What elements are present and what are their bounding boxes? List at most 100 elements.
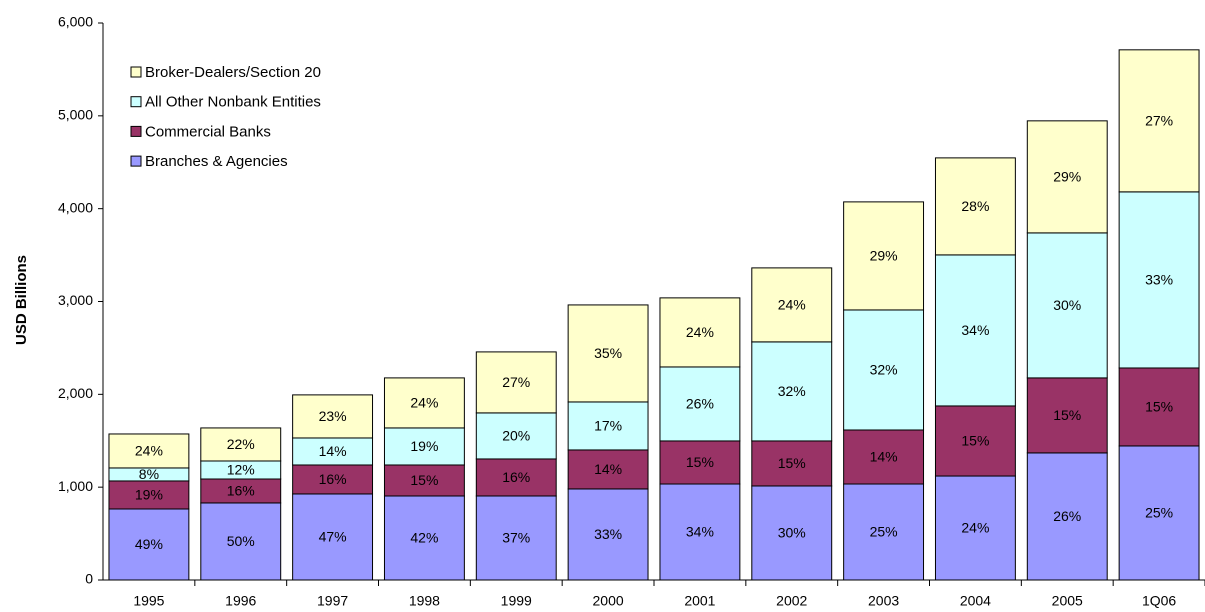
bar-segment <box>292 464 374 495</box>
bar-segment <box>383 495 465 581</box>
bar-segment <box>383 427 465 466</box>
share-label: 16% <box>319 471 347 487</box>
share-label: 16% <box>502 469 530 485</box>
share-label: 15% <box>961 433 989 449</box>
share-label: 19% <box>135 487 163 503</box>
share-label: 49% <box>135 536 163 552</box>
share-label: 25% <box>870 524 898 540</box>
x-tick-label: 2000 <box>593 593 624 609</box>
share-label: 30% <box>1053 297 1081 313</box>
legend-label: All Other Nonbank Entities <box>145 94 321 111</box>
bar-segment <box>475 495 557 581</box>
share-label: 34% <box>961 322 989 338</box>
bar-segment <box>843 309 925 431</box>
bar-segment <box>1026 452 1108 581</box>
bar-segment <box>659 297 741 368</box>
share-label: 14% <box>870 449 898 465</box>
share-label: 29% <box>870 248 898 264</box>
bar-segment <box>475 458 557 497</box>
bar-segment <box>751 267 833 343</box>
bar-segment <box>108 480 190 510</box>
bar-segment <box>108 433 190 469</box>
legend-swatch <box>130 96 142 108</box>
share-label: 14% <box>594 461 622 477</box>
x-tick-label: 2002 <box>776 593 807 609</box>
share-label: 8% <box>139 466 159 482</box>
legend-swatch <box>130 66 142 78</box>
share-label: 27% <box>502 374 530 390</box>
legend-label: Commercial Banks <box>145 123 271 140</box>
bar-segment <box>843 483 925 581</box>
bar-segment <box>475 412 557 460</box>
bar-segment <box>1118 49 1200 193</box>
bar-segment <box>751 341 833 442</box>
share-label: 50% <box>227 533 255 549</box>
bar-segment <box>934 157 1016 256</box>
share-label: 37% <box>502 530 530 546</box>
bar-segment <box>200 502 282 581</box>
y-axis-title: USD Billions <box>13 255 30 345</box>
bar-segment <box>934 405 1016 477</box>
share-label: 26% <box>686 396 714 412</box>
legend-swatch <box>130 155 142 167</box>
share-label: 19% <box>410 438 438 454</box>
share-label: 47% <box>319 529 347 545</box>
bar-segment <box>567 488 649 581</box>
bar-segment <box>1026 377 1108 454</box>
x-tick-label: 2005 <box>1052 593 1083 609</box>
legend-label: Branches & Agencies <box>145 153 288 170</box>
x-tick-label: 1Q06 <box>1142 593 1176 609</box>
bar-segment <box>292 394 374 439</box>
bar-segment <box>843 201 925 311</box>
share-label: 35% <box>594 345 622 361</box>
bar-segment <box>659 483 741 581</box>
bar-segment <box>475 351 557 414</box>
bar-segment <box>567 401 649 451</box>
share-label: 17% <box>594 418 622 434</box>
share-label: 15% <box>410 472 438 488</box>
bar-segment <box>1118 367 1200 447</box>
bar-segment <box>934 475 1016 581</box>
share-label: 24% <box>686 324 714 340</box>
share-label: 28% <box>961 198 989 214</box>
share-label: 33% <box>594 526 622 542</box>
x-tick-label: 1998 <box>409 593 440 609</box>
bar-segment <box>751 440 833 487</box>
bar-segment <box>659 366 741 442</box>
share-label: 24% <box>961 520 989 536</box>
legend-label: Broker-Dealers/Section 20 <box>145 64 321 81</box>
share-label: 24% <box>410 395 438 411</box>
y-tick-label: 5,000 <box>58 107 93 123</box>
share-label: 16% <box>227 483 255 499</box>
share-label: 30% <box>778 525 806 541</box>
bar-segment <box>567 304 649 403</box>
y-tick-label: 2,000 <box>58 385 93 401</box>
share-label: 24% <box>778 297 806 313</box>
share-label: 27% <box>1145 113 1173 129</box>
bar-segment <box>1118 445 1200 581</box>
x-tick-label: 2003 <box>868 593 899 609</box>
x-tick-label: 2004 <box>960 593 991 609</box>
share-label: 12% <box>227 462 255 478</box>
share-label: 15% <box>1053 407 1081 423</box>
share-label: 15% <box>686 454 714 470</box>
y-tick-label: 4,000 <box>58 199 93 215</box>
share-label: 22% <box>227 436 255 452</box>
bar-segment <box>659 440 741 485</box>
share-label: 33% <box>1145 272 1173 288</box>
x-tick-label: 1995 <box>133 593 164 609</box>
share-label: 34% <box>686 524 714 540</box>
share-label: 26% <box>1053 508 1081 524</box>
share-label: 32% <box>870 362 898 378</box>
share-label: 24% <box>135 443 163 459</box>
share-label: 14% <box>319 443 347 459</box>
bar-segment <box>1026 120 1108 234</box>
share-label: 32% <box>778 383 806 399</box>
bar-segment <box>1026 232 1108 379</box>
bar-segment <box>843 429 925 485</box>
share-label: 20% <box>502 428 530 444</box>
share-label: 15% <box>778 455 806 471</box>
y-tick-label: 0 <box>85 571 93 587</box>
